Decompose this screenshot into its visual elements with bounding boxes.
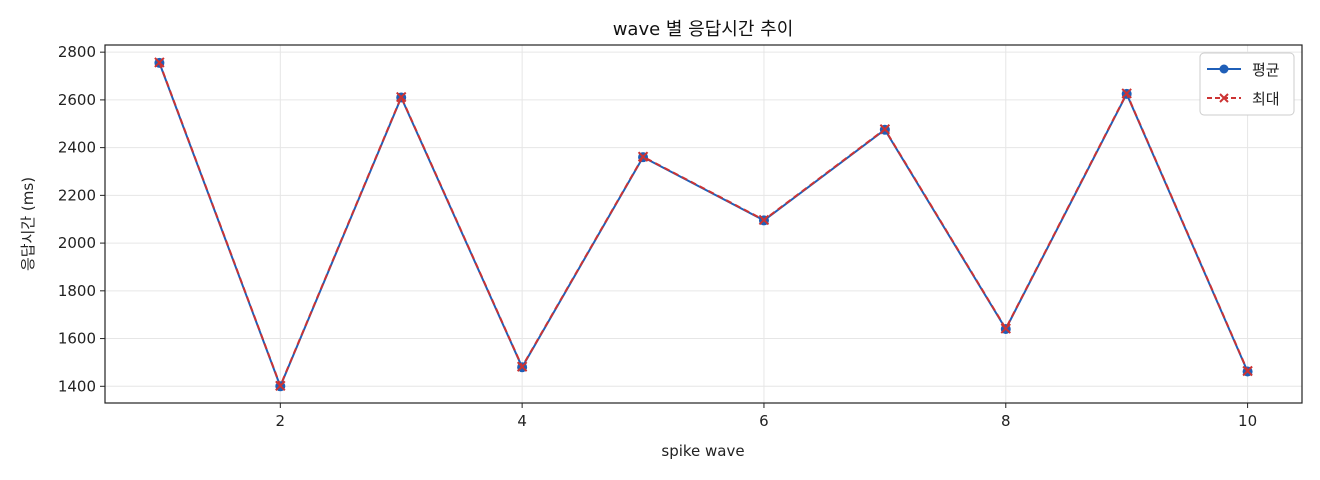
- x-tick-label: 4: [517, 412, 527, 430]
- data-point: [516, 361, 528, 372]
- x-tick-label: 8: [1001, 412, 1011, 430]
- y-tick-label: 2000: [58, 234, 96, 252]
- y-tick-label: 1800: [58, 282, 96, 300]
- data-point: [758, 214, 770, 226]
- x-axis-label: spike wave: [661, 442, 744, 460]
- axis-ticks: 2 4 6 8 10 1400 1600 1800 2000 2200 2400 2600 2800: [58, 43, 1257, 430]
- legend-label-avg: 평균: [1252, 61, 1280, 79]
- data-point: [396, 91, 407, 103]
- legend: 평균 최대: [1199, 52, 1295, 116]
- data-point: [1000, 323, 1011, 334]
- y-tick-label: 2800: [58, 43, 96, 61]
- data-point: [1121, 88, 1132, 99]
- data-point: [637, 151, 649, 162]
- y-axis-label: 응답시간 (ms): [19, 177, 37, 271]
- x-tick-label: 2: [276, 412, 286, 430]
- legend-label-max: 최대: [1252, 90, 1280, 108]
- legend-box: [1199, 52, 1295, 116]
- y-tick-label: 2600: [58, 91, 96, 109]
- series-line: [158, 62, 1249, 388]
- y-tick-label: 2200: [58, 186, 96, 204]
- series-layer: [154, 57, 1253, 392]
- data-point: [1242, 365, 1253, 377]
- y-tick-label: 2400: [58, 139, 96, 157]
- legend-swatch-avg-marker: [1219, 64, 1229, 74]
- chart-title: wave 별 응답시간 추이: [613, 19, 794, 40]
- series-avg: [154, 57, 1253, 392]
- y-tick-label: 1600: [58, 330, 96, 348]
- x-tick-label: 6: [759, 412, 769, 430]
- legend-swatch-max-marker: [1219, 93, 1229, 103]
- series-max: [154, 57, 1253, 392]
- data-point: [879, 124, 891, 135]
- grid: [105, 45, 1302, 403]
- plot-frame: [104, 44, 1303, 404]
- y-tick-label: 1400: [58, 377, 96, 395]
- x-tick-label: 10: [1238, 412, 1257, 430]
- data-point: [275, 380, 286, 392]
- series-line: [158, 62, 1249, 387]
- data-point: [154, 57, 165, 68]
